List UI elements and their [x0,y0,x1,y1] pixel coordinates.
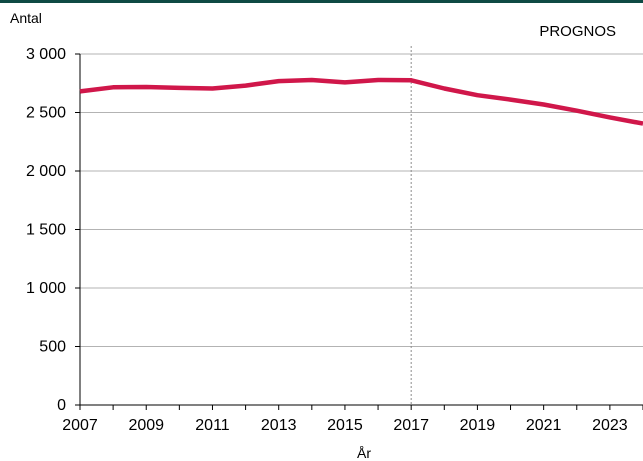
x-tick-label: 2019 [460,417,496,434]
x-tick-label: 2021 [526,417,562,434]
y-tick-label: 1 500 [26,222,66,239]
y-tick-labels: 0 500 1 000 1 500 2 000 2 500 3 000 [26,46,66,414]
prognos-annotation: PROGNOS [539,23,616,40]
x-tick-label: 2015 [327,417,363,434]
x-tick-label: 2017 [393,417,429,434]
x-axis-label: År [357,445,371,461]
y-tick-label: 500 [39,339,66,356]
y-tick-label: 2 000 [26,163,66,180]
x-tick-label: 2013 [261,417,297,434]
series-layer [79,77,643,126]
y-tick-label: 2 500 [26,105,66,122]
top-border [0,0,643,3]
y-tick-label: 3 000 [26,46,66,63]
y-tick-label: 0 [57,397,66,414]
x-tick-label: 2011 [195,417,230,434]
axes [75,53,643,410]
x-tick-labels: 2007 2009 2011 2013 2015 2017 2019 2021 2023 [62,417,628,434]
x-tick-label: 2009 [128,417,164,434]
y-axis-label: Antal [10,10,42,26]
grid-lines [80,53,643,347]
y-tick-label: 1 000 [26,280,66,297]
series-line [79,77,643,126]
x-tick-label: 2007 [62,417,98,434]
x-tick-label: 2023 [592,417,628,434]
